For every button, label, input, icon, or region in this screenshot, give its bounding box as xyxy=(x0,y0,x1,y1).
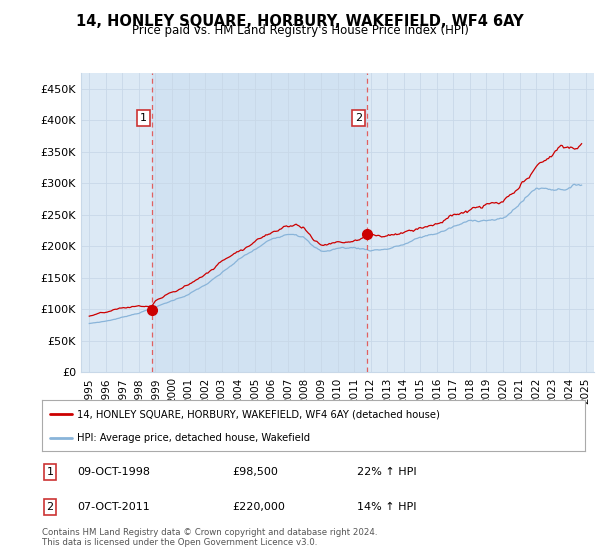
Text: £220,000: £220,000 xyxy=(232,502,285,512)
Text: 2: 2 xyxy=(47,502,54,512)
Text: £98,500: £98,500 xyxy=(232,467,278,477)
Text: 07-OCT-2011: 07-OCT-2011 xyxy=(77,502,150,512)
Text: HPI: Average price, detached house, Wakefield: HPI: Average price, detached house, Wake… xyxy=(77,433,310,443)
Text: 22% ↑ HPI: 22% ↑ HPI xyxy=(357,467,416,477)
Text: Price paid vs. HM Land Registry's House Price Index (HPI): Price paid vs. HM Land Registry's House … xyxy=(131,24,469,37)
Bar xyxy=(152,73,367,372)
Text: Contains HM Land Registry data © Crown copyright and database right 2024.
This d: Contains HM Land Registry data © Crown c… xyxy=(42,528,377,547)
Text: 14, HONLEY SQUARE, HORBURY, WAKEFIELD, WF4 6AY: 14, HONLEY SQUARE, HORBURY, WAKEFIELD, W… xyxy=(76,14,524,29)
Text: 09-OCT-1998: 09-OCT-1998 xyxy=(77,467,150,477)
Text: 14% ↑ HPI: 14% ↑ HPI xyxy=(357,502,416,512)
Text: 2: 2 xyxy=(355,113,362,123)
Text: 1: 1 xyxy=(140,113,147,123)
Text: 14, HONLEY SQUARE, HORBURY, WAKEFIELD, WF4 6AY (detached house): 14, HONLEY SQUARE, HORBURY, WAKEFIELD, W… xyxy=(77,409,440,419)
Text: 1: 1 xyxy=(47,467,53,477)
